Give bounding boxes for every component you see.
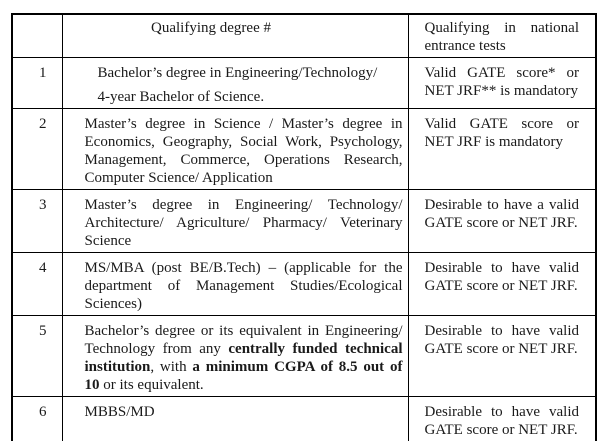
header-row: Qualifying degree # Qualifying in nation… (11, 13, 597, 58)
degree-paragraph: MS/MBA (post BE/B.Tech) – (applicable fo… (84, 260, 403, 312)
degree-paragraph: Master’s degree in Engineering/ Technolo… (84, 197, 403, 249)
tests-cell: Desirable to have valid GATE score or NE… (407, 252, 597, 316)
row-number-cell: 1 (11, 57, 63, 109)
row-number-cell: 2 (11, 108, 63, 190)
row-number-cell: 6 (11, 396, 63, 441)
table-body: 1 Bachelor’s degree in Engineering/Techno… (11, 57, 597, 441)
degree-cell: MS/MBA (post BE/B.Tech) – (applicable fo… (61, 252, 409, 316)
degree-paragraph: MBBS/MD (84, 404, 155, 420)
qualifying-degrees-table: Qualifying degree # Qualifying in nation… (11, 13, 597, 441)
table-row: 5 Bachelor’s degree or its equivalent in … (11, 315, 597, 397)
table-header: Qualifying degree # Qualifying in nation… (11, 13, 597, 58)
header-cell-qualifying-degree: Qualifying degree # (61, 13, 409, 58)
degree-cell: Master’s degree in Engineering/ Technolo… (61, 189, 409, 253)
tests-cell: Desirable to have a valid GATE score or … (407, 189, 597, 253)
degree-paragraph: Bachelor’s degree in Engineering/Technol… (97, 65, 378, 81)
degree-cell: MBBS/MD (61, 396, 409, 441)
degree-cell: Bachelor’s degree or its equivalent in E… (61, 315, 409, 397)
table-row: 1 Bachelor’s degree in Engineering/Techno… (11, 57, 597, 109)
tests-cell: Valid GATE score or NET JRF is mandatory (407, 108, 597, 190)
degree-paragraph: Bachelor’s degree or its equivalent in E… (84, 323, 403, 393)
table-row: 3 Master’s degree in Engineering/ Technol… (11, 189, 597, 253)
degree-paragraph: Master’s degree in Science / Master’s de… (84, 116, 403, 186)
row-number-cell: 3 (11, 189, 63, 253)
header-cell-number (11, 13, 63, 58)
tests-cell: Desirable to have valid GATE score or NE… (407, 396, 597, 441)
degree-cell: Bachelor’s degree in Engineering/Technol… (61, 57, 409, 109)
tests-cell: Valid GATE score* or NET JRF** is mandat… (407, 57, 597, 109)
table-row: 2 Master’s degree in Science / Master’s d… (11, 108, 597, 190)
row-number-cell: 4 (11, 252, 63, 316)
header-cell-entrance-tests: Qualifying in national entrance tests (407, 13, 597, 58)
row-number-cell: 5 (11, 315, 63, 397)
table-row: 4 MS/MBA (post BE/B.Tech) – (applicable f… (11, 252, 597, 316)
table-row: 6 MBBS/MD Desirable to have valid GATE sco… (11, 396, 597, 441)
tests-cell: Desirable to have valid GATE score or NE… (407, 315, 597, 397)
degree-paragraph: 4-year Bachelor of Science. (97, 89, 265, 105)
degree-cell: Master’s degree in Science / Master’s de… (61, 108, 409, 190)
